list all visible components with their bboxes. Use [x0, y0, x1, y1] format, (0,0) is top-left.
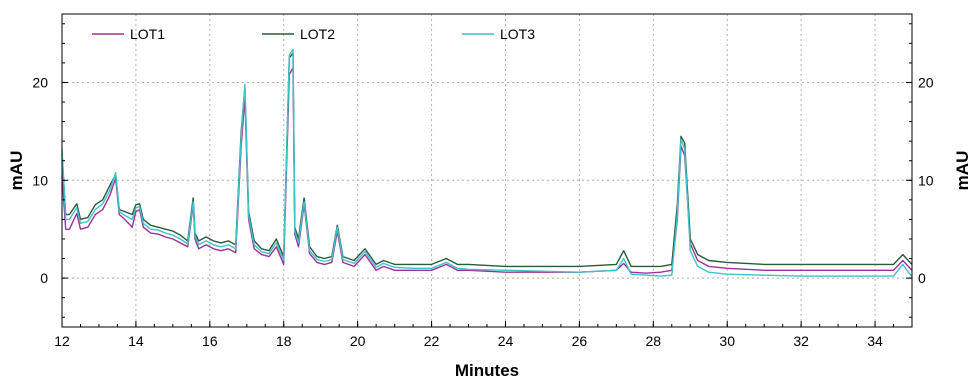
series-line-lot3 — [61, 48, 913, 277]
legend-label-lot1: LOT1 — [130, 26, 165, 42]
x-tick-label: 14 — [128, 333, 144, 349]
y-tick-label-left: 10 — [32, 172, 48, 188]
x-tick-label: 34 — [867, 333, 883, 349]
legend: LOT1 LOT2 LOT3 — [92, 26, 535, 42]
series-line-lot1 — [61, 67, 913, 274]
legend-label-lot2: LOT2 — [300, 26, 335, 42]
x-tick-label: 22 — [424, 333, 440, 349]
y-axis-title-right: mAU — [953, 151, 972, 191]
x-tick-label: 18 — [276, 333, 292, 349]
x-tick-label: 12 — [54, 333, 70, 349]
y-tick-label-right: 10 — [918, 172, 934, 188]
x-tick-label: 32 — [793, 333, 809, 349]
x-tick-label: 20 — [350, 333, 366, 349]
y-tick-label-left: 0 — [40, 270, 48, 286]
y-tick-label-right: 20 — [918, 74, 934, 90]
y-axis-title-left: mAU — [7, 151, 26, 191]
y-tick-label-left: 20 — [32, 74, 48, 90]
x-axis-title: Minutes — [455, 361, 519, 380]
x-tick-label: 16 — [202, 333, 218, 349]
x-tick-label: 24 — [498, 333, 514, 349]
grid — [61, 14, 912, 327]
plot-frame — [61, 13, 913, 328]
series-lines — [61, 48, 913, 277]
legend-label-lot3: LOT3 — [500, 26, 535, 42]
y-tick-label-right: 0 — [918, 270, 926, 286]
x-tick-label: 28 — [646, 333, 662, 349]
x-tick-label: 26 — [572, 333, 588, 349]
x-tick-label: 30 — [719, 333, 735, 349]
axes: 12 14 16 18 20 22 24 26 28 30 32 34 0 0 10 10 20 20 — [32, 23, 934, 349]
